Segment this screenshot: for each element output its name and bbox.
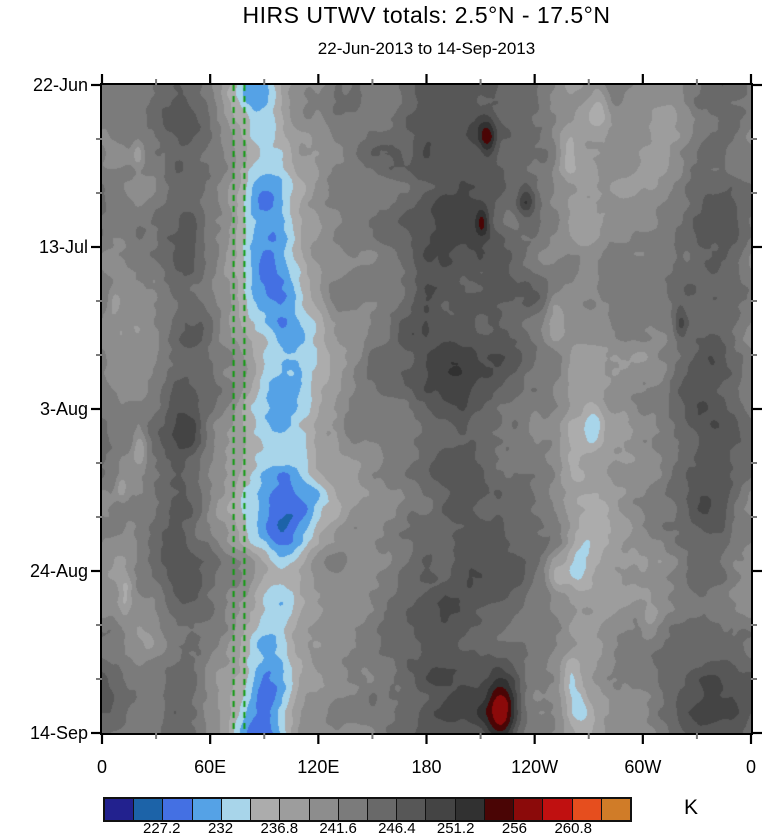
- colorbar-segment: [483, 799, 514, 820]
- hovmoller-contour-canvas: [102, 85, 751, 733]
- colorbar-segment: [396, 799, 426, 820]
- colorbar-segment: [542, 799, 572, 820]
- colorbar-segment: [191, 799, 221, 820]
- y-axis-tick-label: 3-Aug: [39, 399, 88, 419]
- colorbar-segment: [454, 799, 484, 820]
- colorbar-tick-label: 251.2: [436, 820, 475, 834]
- x-axis-tick-label: 120E: [297, 757, 340, 777]
- colorbar-tick-label: 227.2: [142, 820, 181, 834]
- x-axis-tick-label: 0: [96, 757, 107, 777]
- y-axis-tick-label: 14-Sep: [29, 723, 88, 743]
- colorbar-tick-label: 236.8: [260, 820, 299, 834]
- colorbar-segment: [600, 799, 630, 820]
- figure-subtitle: 22-Jun-2013 to 14-Sep-2013: [317, 39, 536, 58]
- x-axis-tick-label: 180: [411, 757, 442, 777]
- colorbar: [103, 797, 632, 822]
- colorbar-segment: [571, 799, 601, 820]
- x-axis-tick-label: 0: [745, 757, 756, 777]
- colorbar-segment: [366, 799, 397, 820]
- colorbar-segment: [337, 799, 367, 820]
- y-axis-tick-label: 22-Jun: [32, 75, 88, 95]
- colorbar-segment: [105, 799, 134, 820]
- x-axis-tick-label: 60E: [194, 757, 227, 777]
- x-axis-tick-label: 60W: [624, 757, 662, 777]
- colorbar-tick-label: 241.6: [319, 820, 357, 834]
- colorbar-segment: [513, 799, 543, 820]
- colorbar-segment: [133, 799, 163, 820]
- y-axis-tick-label: 24-Aug: [29, 561, 88, 581]
- colorbar-segment: [220, 799, 251, 820]
- y-axis-tick-label: 13-Jul: [38, 237, 88, 257]
- figure-title: HIRS UTWV totals: 2.5°N - 17.5°N: [242, 2, 611, 28]
- colorbar-tick-label: 260.8: [554, 820, 592, 834]
- colorbar-segment: [425, 799, 455, 820]
- colorbar-segment: [308, 799, 338, 820]
- x-axis-tick-label: 120W: [511, 757, 559, 777]
- colorbar-tick-label: 246.4: [378, 820, 416, 834]
- colorbar-segment: [162, 799, 192, 820]
- colorbar-segment: [279, 799, 309, 820]
- colorbar-segment: [250, 799, 280, 820]
- colorbar-tick-label: 256: [501, 820, 527, 834]
- colorbar-unit-label: K: [684, 796, 699, 819]
- colorbar-tick-label: 232: [208, 820, 234, 834]
